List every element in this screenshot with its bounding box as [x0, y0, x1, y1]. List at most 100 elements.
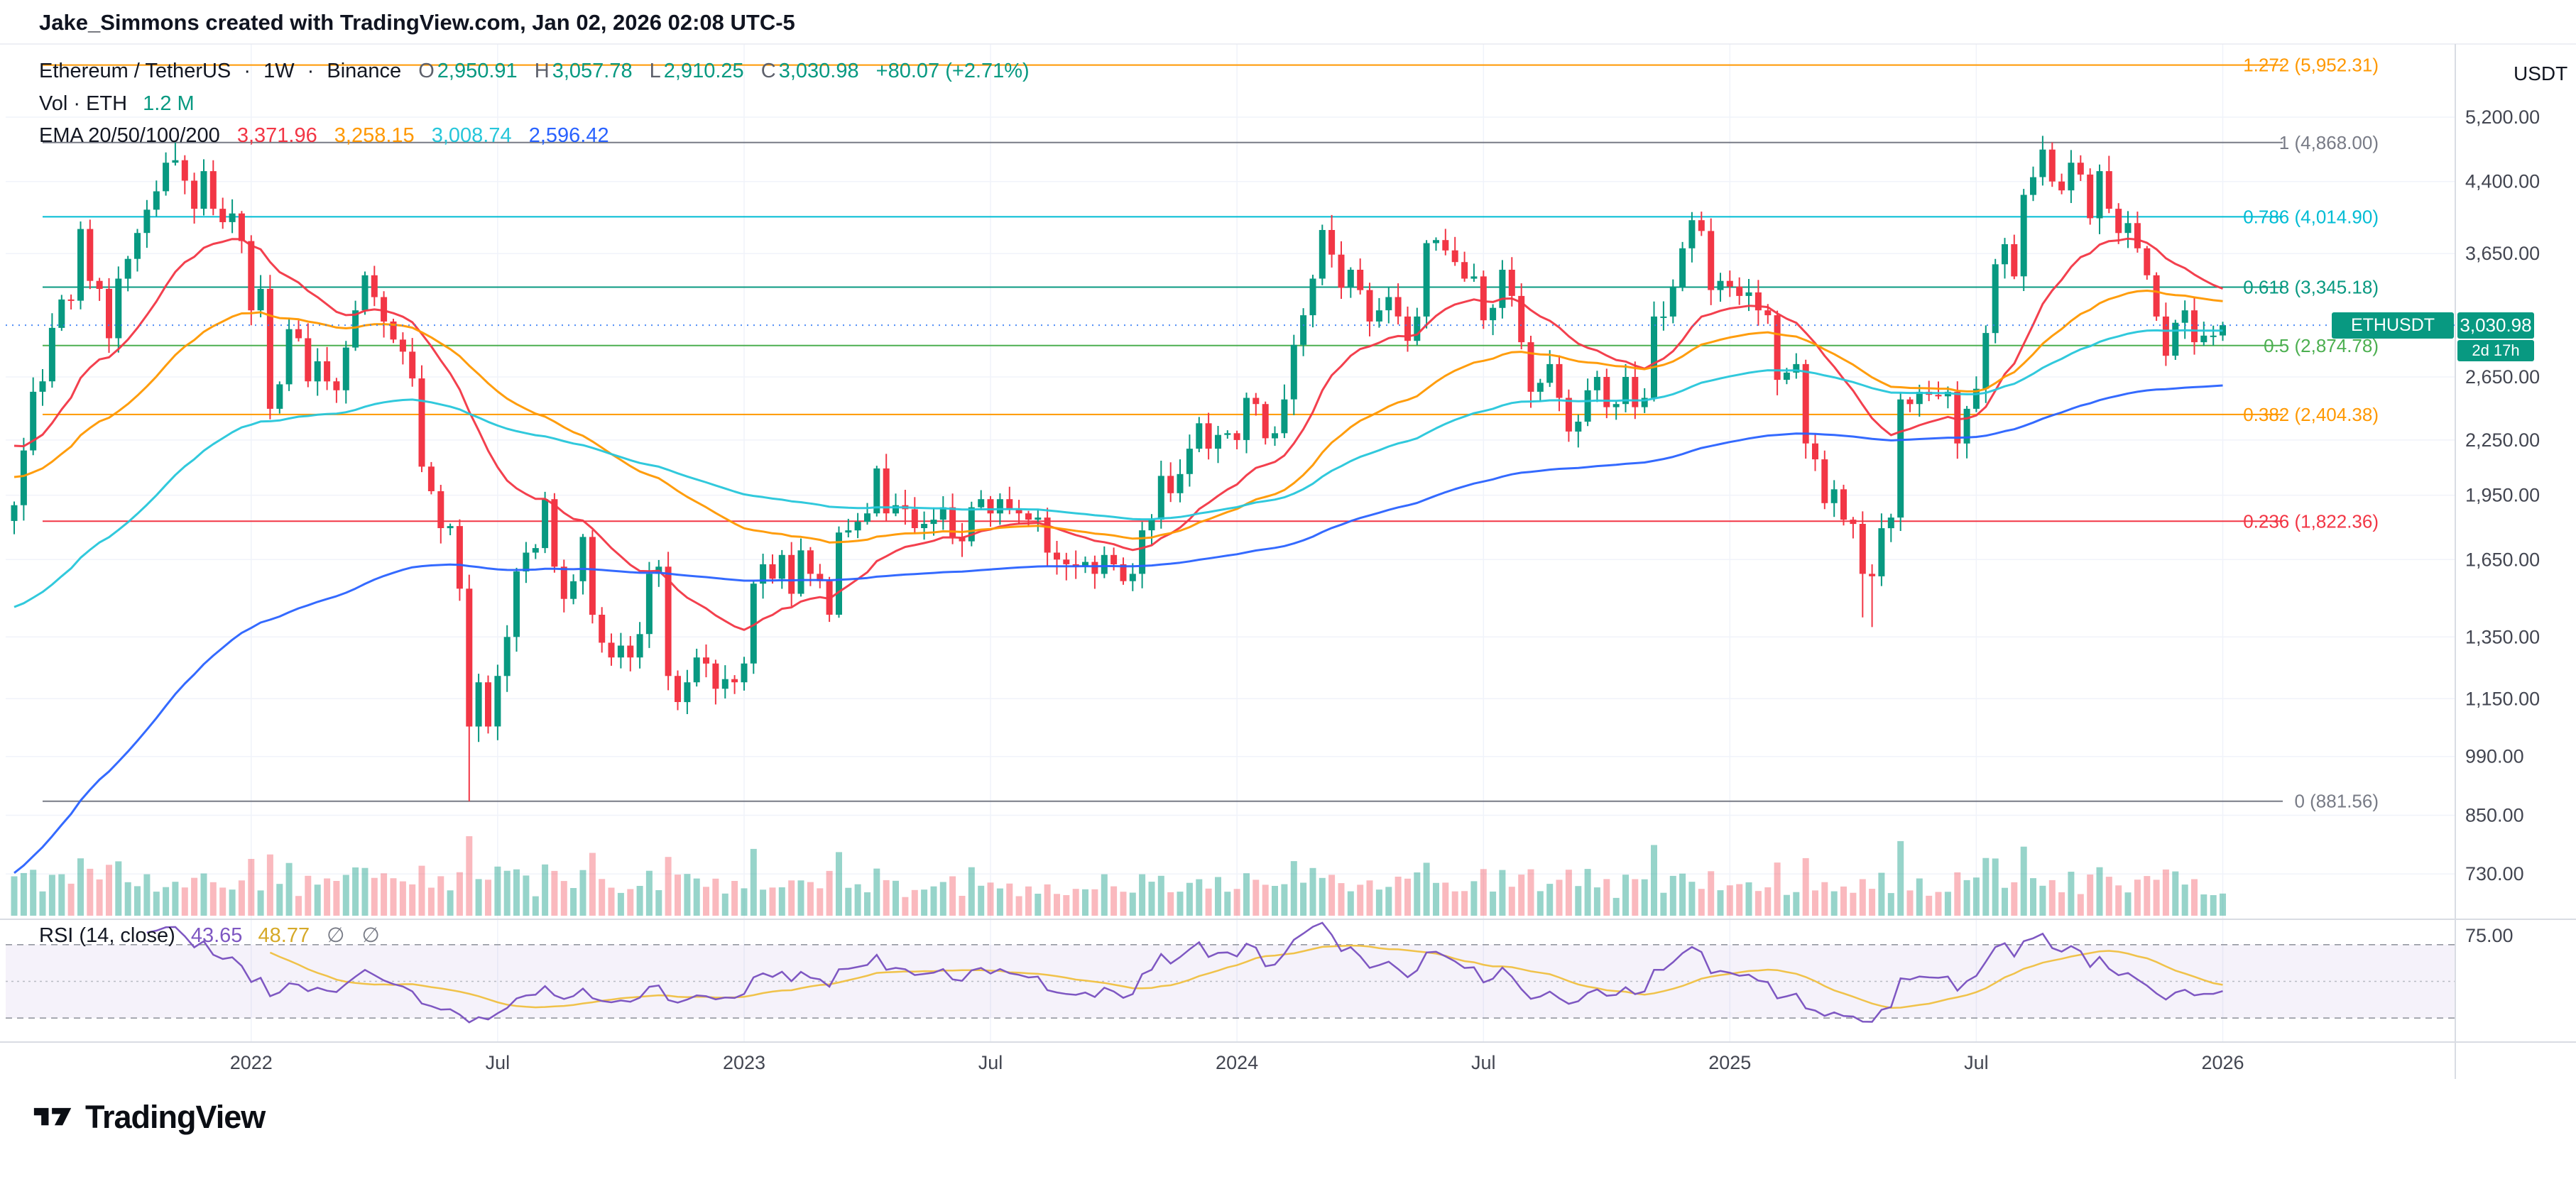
- volume-bar: [1840, 886, 1847, 916]
- tradingview-logo-icon: [33, 1107, 72, 1126]
- volume-bar: [560, 881, 567, 916]
- candle-body: [788, 554, 795, 594]
- candle-body: [1859, 524, 1866, 574]
- volume-bar: [959, 896, 966, 916]
- volume-bar: [1433, 882, 1439, 916]
- volume-bar: [143, 874, 151, 916]
- volume-bar: [2115, 885, 2122, 916]
- time-axis-label: 2026: [2201, 1052, 2244, 1073]
- candle-body: [2030, 177, 2036, 195]
- volume-bar: [314, 884, 321, 916]
- volume-bar: [1395, 877, 1402, 916]
- candle-body: [2087, 174, 2094, 219]
- volume-bar: [1603, 879, 1610, 916]
- candle-body: [1366, 290, 1373, 322]
- volume-bar: [399, 881, 406, 916]
- candle-body: [1385, 297, 1392, 311]
- candle-body: [1252, 398, 1260, 405]
- volume-bar: [1821, 882, 1828, 916]
- candle-body: [342, 347, 349, 390]
- volume-bar: [1490, 892, 1497, 916]
- candle-body: [968, 507, 975, 542]
- candle-body: [1537, 383, 1544, 392]
- price-tick-label: 1,950.00: [2465, 485, 2540, 506]
- candle-body: [1015, 509, 1022, 514]
- volume-bar: [769, 887, 776, 916]
- candle-body: [797, 550, 804, 594]
- candle-body: [807, 550, 814, 574]
- candle-body: [172, 160, 179, 163]
- candle-body: [570, 581, 577, 599]
- candle-body: [1328, 230, 1336, 255]
- price-chart[interactable]: 1.272 (5,952.31) 1 (4,868.00) 0.786 (4,014…: [0, 0, 2576, 1079]
- candle-body: [1698, 220, 1705, 231]
- volume-bar: [1641, 879, 1648, 916]
- candle-body: [1433, 240, 1439, 243]
- volume-bar: [2162, 869, 2169, 916]
- volume-bar: [570, 888, 577, 916]
- volume-bar: [48, 875, 55, 916]
- candle-body: [191, 180, 198, 209]
- candle-body: [1726, 280, 1733, 287]
- candle-body: [1120, 564, 1127, 581]
- volume-bar: [2172, 871, 2179, 916]
- candle-body: [1224, 433, 1231, 435]
- candle-body: [1177, 473, 1184, 493]
- time-axis-label: Jul: [978, 1052, 1003, 1073]
- volume-bar: [542, 864, 549, 916]
- candle-body: [1679, 248, 1686, 287]
- candle-body: [418, 378, 425, 467]
- candle-body: [1281, 399, 1288, 434]
- candle-body: [1499, 270, 1506, 308]
- candle-body: [248, 241, 255, 311]
- volume-bar: [617, 892, 624, 916]
- fib-level-label: 0.786 (4,014.90): [2243, 206, 2379, 227]
- volume-bar: [2144, 876, 2151, 916]
- volume-bar: [1793, 892, 1800, 916]
- fib-level-label: 0 (881.56): [2294, 791, 2379, 812]
- candle-body: [769, 564, 776, 579]
- volume-bar: [1072, 889, 1079, 916]
- volume-bar: [1774, 862, 1781, 916]
- volume-bar: [939, 882, 946, 916]
- candle-body: [1480, 276, 1487, 321]
- candle-body: [1916, 391, 1923, 405]
- volume-bar: [1764, 887, 1772, 916]
- candle-body: [305, 338, 312, 382]
- volume-bar: [96, 879, 103, 916]
- volume-bar: [371, 877, 378, 916]
- candle-body: [1793, 363, 1800, 373]
- volume-bar: [1006, 883, 1013, 916]
- volume-bar: [1527, 869, 1534, 916]
- candle-body: [324, 361, 331, 382]
- candle-body: [1290, 344, 1297, 400]
- volume-bar: [1669, 875, 1676, 916]
- volume-bar: [1319, 877, 1326, 916]
- volume-bar: [873, 868, 880, 916]
- candle-body: [1262, 404, 1269, 439]
- candle-body: [2153, 275, 2160, 317]
- candle-body: [560, 566, 567, 599]
- volume-bar: [1508, 887, 1515, 916]
- volume-bar: [1972, 877, 1980, 916]
- volume-bar: [1480, 869, 1487, 916]
- ema-100-line: [13, 329, 2223, 608]
- volume-bar: [1404, 878, 1411, 916]
- rsi-tick-label: 75.00: [2465, 925, 2514, 946]
- volume-bar: [627, 889, 634, 916]
- candle-body: [106, 289, 112, 339]
- tradingview-logo[interactable]: TradingView: [33, 1099, 266, 1136]
- candle-body: [1205, 423, 1212, 449]
- volume-bar: [2134, 880, 2141, 916]
- volume-bar: [1442, 882, 1449, 916]
- volume-bar: [1935, 892, 1942, 916]
- candle-body: [1802, 363, 1809, 444]
- price-tick-label: 730.00: [2465, 863, 2524, 884]
- candle-body: [1423, 243, 1430, 317]
- volume-bar: [342, 875, 349, 916]
- volume-bar: [67, 883, 75, 916]
- candle-body: [836, 532, 842, 615]
- volume-bar: [1451, 891, 1458, 916]
- volume-bar: [1546, 884, 1554, 916]
- candle-body: [200, 171, 207, 209]
